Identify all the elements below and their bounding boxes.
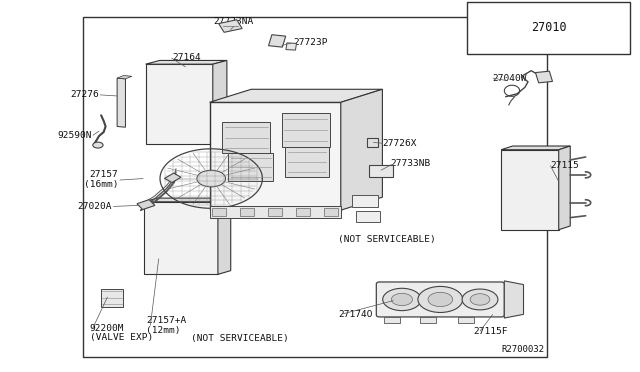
Polygon shape bbox=[501, 150, 559, 230]
Text: 92200M: 92200M bbox=[90, 324, 124, 333]
Text: 27174O: 27174O bbox=[338, 310, 372, 319]
Bar bbox=[240, 208, 254, 216]
Bar bbox=[385, 317, 401, 323]
Text: (12mm): (12mm) bbox=[146, 326, 180, 335]
Bar bbox=[352, 195, 378, 207]
Circle shape bbox=[93, 142, 103, 148]
Circle shape bbox=[418, 286, 463, 312]
Polygon shape bbox=[504, 281, 524, 318]
Polygon shape bbox=[146, 64, 212, 144]
Text: 27115F: 27115F bbox=[474, 327, 508, 336]
Bar bbox=[137, 200, 155, 209]
Bar bbox=[356, 211, 380, 222]
Polygon shape bbox=[210, 89, 383, 102]
Bar bbox=[268, 208, 282, 216]
Bar bbox=[296, 208, 310, 216]
Circle shape bbox=[383, 288, 421, 311]
Text: 27115: 27115 bbox=[550, 161, 579, 170]
Text: 92590N: 92590N bbox=[57, 131, 92, 140]
Circle shape bbox=[391, 293, 412, 306]
Bar bbox=[164, 173, 181, 183]
Circle shape bbox=[428, 292, 452, 307]
Text: (NOT SERVICEABLE): (NOT SERVICEABLE) bbox=[338, 235, 436, 244]
Polygon shape bbox=[117, 76, 132, 79]
Text: 27157: 27157 bbox=[90, 170, 118, 179]
Text: 27164: 27164 bbox=[173, 53, 202, 62]
Polygon shape bbox=[146, 60, 227, 64]
Bar bbox=[219, 20, 242, 32]
Polygon shape bbox=[340, 89, 383, 210]
Bar bbox=[269, 35, 285, 47]
Text: R2700032: R2700032 bbox=[501, 345, 544, 354]
Bar bbox=[228, 154, 273, 182]
Bar bbox=[210, 206, 341, 218]
Bar bbox=[458, 317, 474, 323]
Bar bbox=[420, 317, 435, 323]
Polygon shape bbox=[501, 146, 570, 150]
Circle shape bbox=[197, 170, 225, 187]
Text: 27040W: 27040W bbox=[493, 74, 527, 83]
Polygon shape bbox=[559, 146, 570, 230]
FancyBboxPatch shape bbox=[376, 282, 504, 317]
Text: (VALVE EXP): (VALVE EXP) bbox=[90, 333, 153, 342]
Circle shape bbox=[462, 289, 498, 310]
Polygon shape bbox=[117, 78, 125, 127]
Bar bbox=[223, 122, 271, 153]
Polygon shape bbox=[212, 60, 227, 144]
Bar bbox=[212, 208, 227, 216]
Text: 27020A: 27020A bbox=[77, 202, 112, 211]
Text: 27723P: 27723P bbox=[293, 38, 328, 47]
Bar bbox=[467, 2, 630, 54]
Bar bbox=[536, 71, 552, 83]
Bar bbox=[369, 165, 393, 177]
Bar bbox=[285, 147, 329, 177]
Text: 27726X: 27726X bbox=[383, 139, 417, 148]
Polygon shape bbox=[210, 102, 340, 210]
Polygon shape bbox=[218, 198, 231, 275]
Bar bbox=[83, 17, 547, 357]
Text: 27733NA: 27733NA bbox=[214, 17, 253, 26]
Bar bbox=[282, 113, 330, 147]
Text: 27733NB: 27733NB bbox=[390, 159, 431, 168]
Text: (16mm): (16mm) bbox=[84, 180, 118, 189]
Text: (NOT SERVICEABLE): (NOT SERVICEABLE) bbox=[191, 334, 289, 343]
Circle shape bbox=[470, 294, 490, 305]
Text: 27010: 27010 bbox=[531, 22, 566, 34]
Text: 27157+A: 27157+A bbox=[146, 316, 186, 325]
Bar bbox=[367, 138, 378, 147]
Bar bbox=[324, 208, 339, 216]
Text: 27276: 27276 bbox=[70, 90, 99, 99]
Bar bbox=[100, 289, 123, 307]
Bar bbox=[286, 43, 296, 50]
Polygon shape bbox=[145, 198, 231, 202]
Polygon shape bbox=[145, 202, 218, 275]
